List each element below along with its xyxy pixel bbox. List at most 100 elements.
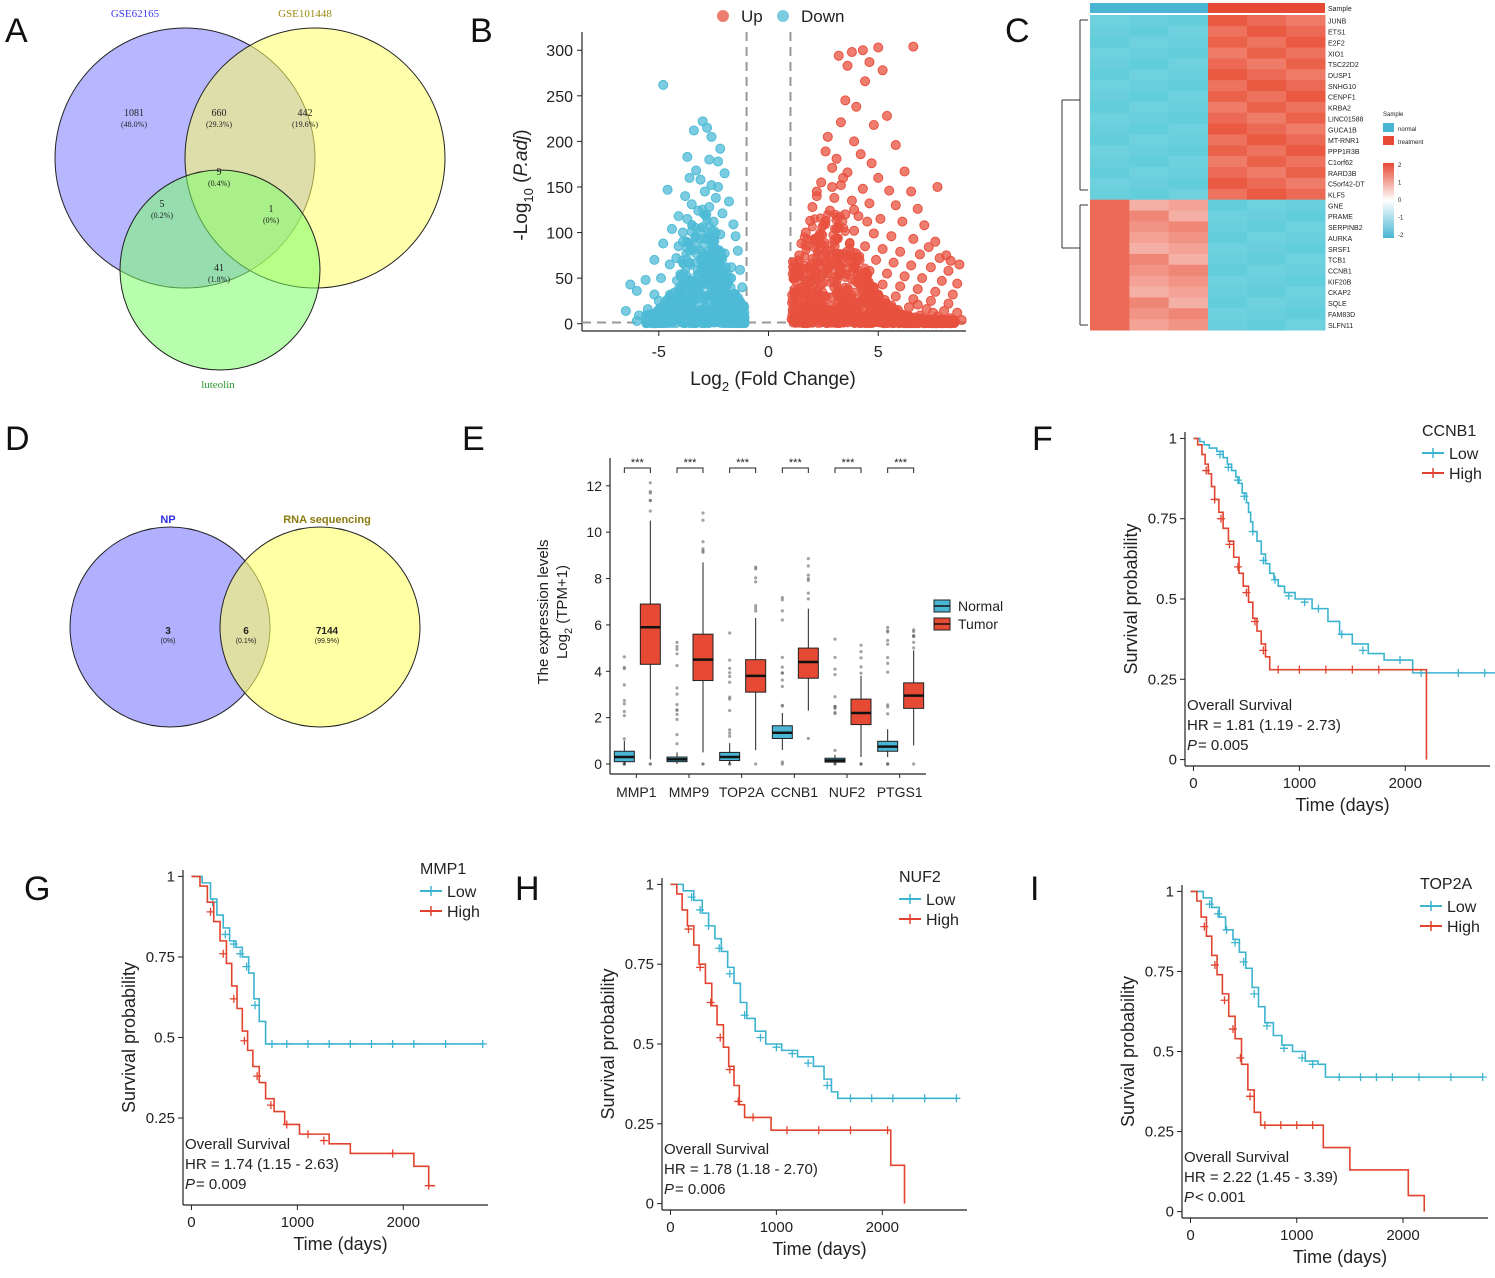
volcano-point xyxy=(809,242,820,253)
km-censor-mark xyxy=(1239,957,1248,966)
km-y-tick-label: 0.75 xyxy=(146,949,175,966)
volcano-point xyxy=(631,285,642,296)
volcano-point xyxy=(827,308,838,319)
km-x-title: Time (days) xyxy=(772,1239,866,1259)
volcano-point xyxy=(664,259,675,270)
heatmap-legend-normal: normal xyxy=(1398,127,1416,133)
volcano-point xyxy=(835,117,846,128)
box-outlier xyxy=(701,518,705,522)
heatmap-cell xyxy=(1090,210,1130,222)
km-censor-mark xyxy=(1233,476,1242,485)
heatmap-c: Sample JUNB ETS1 E2F2 XIO1 TSC22D2 DUSP1 SNHG10… xyxy=(1061,3,1424,331)
volcano-point xyxy=(952,307,963,318)
box-outlier xyxy=(780,684,784,689)
volcano-point xyxy=(849,204,860,215)
km-censor-mark xyxy=(684,925,693,934)
box-outlier xyxy=(886,642,890,646)
box-outlier xyxy=(675,733,679,737)
heatmap-cell xyxy=(1247,264,1287,277)
km-censor-mark xyxy=(242,962,251,971)
volcano-point xyxy=(846,47,857,58)
km-censor-mark xyxy=(1250,989,1259,998)
heatmap-cell xyxy=(1208,253,1248,266)
volcano-point xyxy=(794,250,805,261)
heatmap-cell xyxy=(1286,80,1326,92)
km-censor-mark xyxy=(1348,665,1357,674)
heatmap-cell xyxy=(1090,80,1130,92)
panel-letter-i: I xyxy=(1030,870,1039,908)
volcano-point xyxy=(875,213,886,224)
volcano-point xyxy=(673,307,684,318)
km-annotation-p-label: P xyxy=(185,1176,195,1193)
heatmap-cell xyxy=(1208,25,1248,38)
heatmap-cell xyxy=(1168,308,1209,320)
volcano-point xyxy=(737,315,748,326)
venn-a-label-0: GSE62165 xyxy=(111,8,160,20)
km-censor-mark xyxy=(229,940,238,949)
box-outlier xyxy=(728,674,732,679)
volcano-x-tick-label: 5 xyxy=(874,344,883,361)
km-censor-mark xyxy=(1222,925,1231,934)
heatmap-dendrogram xyxy=(1061,19,1088,326)
heatmap-cell xyxy=(1168,91,1209,103)
heatmap-cell xyxy=(1168,112,1209,125)
volcano-point xyxy=(658,79,669,90)
heatmap-gene-label: KRBA2 xyxy=(1328,106,1351,113)
box-outlier xyxy=(886,661,890,665)
venn-d-label-np: NP xyxy=(160,514,175,526)
km-censor-mark xyxy=(1240,492,1249,501)
volcano-point xyxy=(719,248,730,259)
volcano-point xyxy=(807,253,818,264)
box-sig-label: *** xyxy=(631,457,645,469)
km-censor-mark xyxy=(734,1097,743,1106)
box-outlier xyxy=(622,709,626,714)
heatmap-cell xyxy=(1129,221,1170,233)
volcano-point xyxy=(713,181,724,192)
heatmap-cell xyxy=(1208,156,1248,168)
km-censor-mark xyxy=(1236,1053,1245,1062)
heatmap-gene-label: SQLE xyxy=(1328,301,1347,308)
km-censor-mark xyxy=(303,1039,312,1048)
box-x-tick-label: TOP2A xyxy=(719,784,765,800)
volcano-point xyxy=(699,186,710,197)
volcano-point xyxy=(666,223,677,234)
volcano-point xyxy=(691,165,702,176)
km-censor-mark xyxy=(704,921,713,930)
km-legend-title: CCNB1 xyxy=(1422,423,1476,440)
heatmap-cell xyxy=(1247,210,1287,222)
km-censor-mark xyxy=(1284,591,1293,600)
heatmap-annot-treatment xyxy=(1208,3,1325,13)
heatmap-cell xyxy=(1090,286,1130,298)
venn-d-label-rnaseq: RNA sequencing xyxy=(283,514,371,526)
volcano-point xyxy=(943,265,954,276)
heatmap-cell xyxy=(1090,177,1130,190)
volcano-point xyxy=(879,295,890,306)
volcano-point xyxy=(824,258,835,269)
box-outlier xyxy=(622,702,626,706)
km-annotation-hr: HR = 1.74 (1.15 - 2.63) xyxy=(185,1156,339,1173)
volcano-point xyxy=(895,246,906,257)
heatmap-cell xyxy=(1129,308,1170,320)
km-censor-mark xyxy=(1220,996,1229,1005)
box-outlier xyxy=(728,728,732,732)
km-annotation-title: Overall Survival xyxy=(1184,1149,1289,1166)
km-curve-low xyxy=(1190,890,1483,1078)
box-outlier xyxy=(780,609,784,613)
box-x-tick-label: NUF2 xyxy=(829,784,866,800)
volcano-point xyxy=(706,298,717,309)
volcano-point xyxy=(697,305,708,316)
heatmap-cell xyxy=(1129,69,1170,81)
box-y-title-2: Log2 (TPM+1) xyxy=(554,565,575,659)
box-outlier xyxy=(886,625,890,630)
box-outlier xyxy=(806,597,810,601)
panel-letter-g: G xyxy=(24,870,50,908)
volcano-point xyxy=(704,154,715,165)
box-outlier xyxy=(806,573,810,577)
km-censor-mark xyxy=(1217,514,1226,523)
volcano-point xyxy=(686,314,697,325)
heatmap-cell xyxy=(1247,123,1287,135)
heatmap-legend-treatment-key xyxy=(1383,136,1394,145)
heatmap-cell xyxy=(1090,264,1130,277)
volcano-point xyxy=(936,275,947,286)
